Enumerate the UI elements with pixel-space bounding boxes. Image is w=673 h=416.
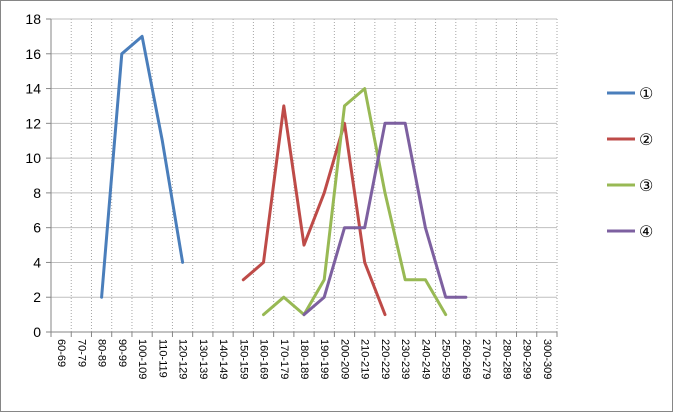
x-tick-label: 300-309 <box>541 339 553 379</box>
series-line-3 <box>262 87 448 317</box>
x-tick-label: 270-279 <box>480 339 492 379</box>
series-line-2 <box>241 104 387 317</box>
y-tick-label: 14 <box>25 81 41 97</box>
x-tick-label: 160-169 <box>258 339 270 379</box>
legend-label-1: ① <box>639 86 653 103</box>
x-tick-label: 70-79 <box>75 339 87 367</box>
y-tick-label: 16 <box>25 46 41 62</box>
y-tick-label: 10 <box>25 150 41 166</box>
legend-label-2: ② <box>639 132 653 149</box>
x-tick-label: 170-179 <box>278 339 290 379</box>
x-tick-label: 180-189 <box>298 339 310 379</box>
x-tick-label: 200-209 <box>338 339 350 379</box>
legend: ① ② ③ ④ <box>607 86 653 241</box>
y-tick-label: 2 <box>33 289 41 305</box>
y-tick-label: 0 <box>33 324 41 340</box>
x-tick-label: 250-259 <box>440 339 452 379</box>
y-tick-label: 6 <box>33 220 41 236</box>
legend-label-4: ④ <box>639 224 653 241</box>
x-tick-label: 80-89 <box>96 339 108 367</box>
x-tick-label: 140-149 <box>217 339 229 379</box>
x-tick-label: 110-119 <box>156 339 168 378</box>
x-tick-label: 190-199 <box>318 339 330 379</box>
x-tick-label: 120-129 <box>177 339 189 379</box>
y-tick-label: 4 <box>33 254 41 270</box>
series-line-1 <box>100 34 185 299</box>
x-tick-label: 60-69 <box>55 339 67 367</box>
x-tick-label: 280-289 <box>500 339 512 379</box>
x-tick-label: 150-159 <box>237 339 249 379</box>
x-tick-label: 210-219 <box>359 339 371 379</box>
x-tick-label: 290-299 <box>521 339 533 379</box>
x-tick-label: 260-269 <box>460 339 472 379</box>
series-layer <box>100 34 468 317</box>
x-tick-label: 220-229 <box>379 339 391 379</box>
axis-layer: 0 2 4 6 8 10 12 14 16 18 60-69 70-79 80-89 90-99 100-1… <box>25 11 558 379</box>
grid-layer <box>51 18 558 332</box>
series-line-4 <box>302 121 468 317</box>
x-tick-label: 240-249 <box>419 339 431 379</box>
x-tick-label: 90-99 <box>116 339 128 367</box>
legend-label-3: ③ <box>639 178 653 195</box>
x-tick-label: 130-139 <box>197 339 209 379</box>
y-tick-label: 12 <box>25 115 41 131</box>
x-tick-label: 100-109 <box>136 339 148 379</box>
y-tick-label: 18 <box>25 11 41 27</box>
y-tick-label: 8 <box>33 185 41 201</box>
x-tick-label: 230-239 <box>399 339 411 379</box>
